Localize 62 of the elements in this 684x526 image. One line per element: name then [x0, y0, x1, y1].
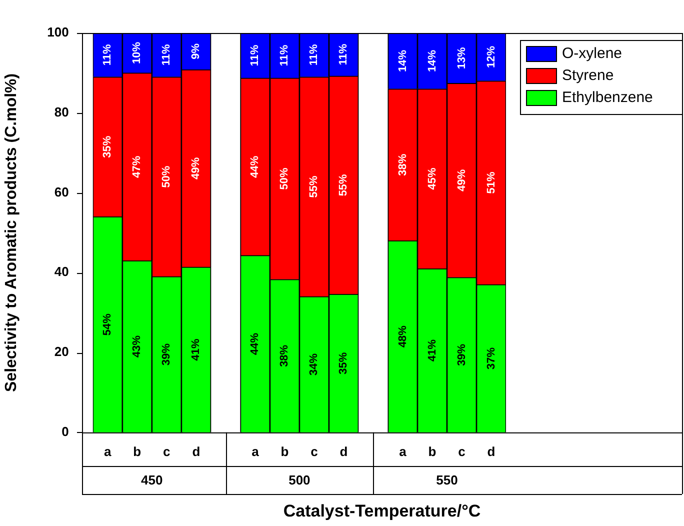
data-label: 11% [308, 44, 320, 66]
x-tick-label: d [487, 444, 496, 459]
data-label: 49% [456, 169, 468, 192]
data-label: 50% [160, 166, 173, 188]
x-tick-label: c [310, 444, 318, 459]
data-label: 12% [485, 46, 498, 68]
y-axis-title: Selectivity to Aromatic products (C.mol%) [3, 73, 20, 392]
y-tick-label: 100 [47, 24, 69, 40]
x-tick-label: c [163, 444, 170, 459]
text: 450 [141, 472, 163, 488]
data-label: 47% [131, 156, 144, 178]
data-label: 39% [456, 344, 468, 366]
data-label: 37% [485, 347, 498, 370]
data-label: 55% [338, 174, 350, 196]
data-label: 44% [249, 156, 262, 178]
x-tick-label: d [192, 444, 200, 459]
y-tick-label: 60 [54, 184, 69, 200]
data-label: 45% [426, 168, 438, 190]
data-label: 10% [131, 42, 144, 64]
x-tick-label: c [458, 444, 466, 459]
data-label: 35% [338, 352, 350, 374]
data-label: 14% [426, 50, 438, 72]
x-tick-label: a [252, 444, 260, 459]
text: 500 [288, 472, 310, 488]
data-label: 43% [131, 335, 144, 358]
data-label: 34% [308, 353, 320, 376]
x-tick-label: b [133, 444, 142, 459]
legend-label: Styrene [562, 67, 614, 84]
text: 550 [436, 472, 458, 488]
x-tick-label: a [399, 444, 408, 459]
data-label: 50% [278, 168, 291, 190]
data-label: 54% [102, 313, 114, 336]
data-label: 49% [190, 157, 202, 180]
data-label: 13% [456, 46, 468, 70]
legend-label: Ethylbenzene [562, 89, 653, 106]
legend-label: O-xylene [562, 45, 622, 62]
x-tick-label: b [280, 444, 289, 459]
data-label: 39% [160, 343, 173, 366]
y-tick-label: 0 [62, 424, 69, 439]
x-tick-label: d [340, 444, 348, 459]
data-label: 35% [102, 136, 114, 158]
y-tick-label: 80 [54, 104, 69, 120]
data-label: 11% [160, 44, 173, 66]
x-tick-label: a [104, 444, 112, 459]
data-label: 51% [485, 172, 498, 194]
y-tick-label: 20 [54, 344, 69, 360]
data-label: 41% [426, 339, 438, 362]
data-label: 11% [278, 44, 291, 66]
x-tick-label: b [428, 444, 436, 459]
data-label: 11% [338, 44, 350, 66]
data-label: 11% [102, 44, 114, 66]
data-label: 41% [190, 338, 202, 361]
data-label: 38% [396, 154, 409, 176]
y-tick-label: 40 [54, 264, 69, 280]
data-label: 9% [190, 43, 202, 60]
data-label: 44% [249, 332, 262, 355]
data-label: 14% [396, 50, 409, 72]
data-label: 11% [249, 44, 262, 66]
data-label: 48% [396, 325, 409, 348]
x-axis-title: Catalyst-Temperature/°C [283, 502, 481, 521]
data-label: 38% [278, 344, 291, 367]
data-label: 55% [308, 176, 320, 198]
